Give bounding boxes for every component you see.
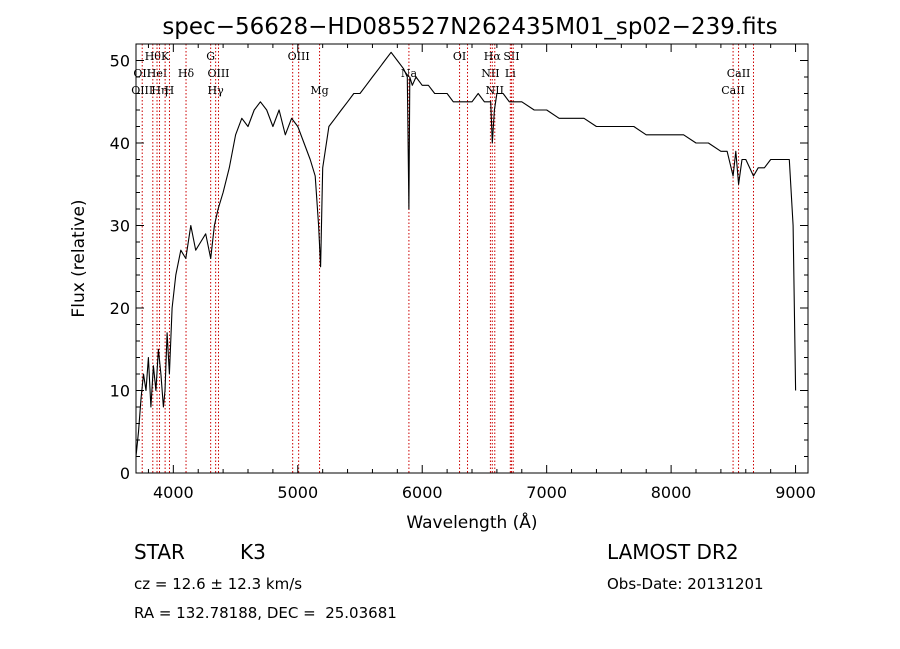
y-tick-label: 0 — [120, 464, 130, 483]
spectral-line-label: NII — [481, 67, 499, 80]
object-subclass: K3 — [240, 540, 266, 564]
spectral-line-label: G — [206, 50, 215, 63]
y-tick-label: 40 — [110, 134, 130, 153]
y-tick-label: 10 — [110, 382, 130, 401]
y-tick-label: 30 — [110, 217, 130, 236]
spectral-line-label: CaII — [727, 67, 751, 80]
spectrum-series — [135, 51, 797, 457]
spectral-line-label: HeI — [147, 67, 167, 80]
x-tick-label: 6000 — [402, 483, 443, 502]
observation-date: Obs-Date: 20131201 — [607, 575, 764, 593]
x-tick-label: 7000 — [526, 483, 567, 502]
chart-title: spec−56628−HD085527N262435M01_sp02−239.f… — [162, 14, 777, 40]
spectral-line-label: Hγ — [208, 84, 225, 97]
plot-frame — [135, 43, 809, 474]
spectral-line-label: K — [161, 50, 170, 63]
spectrum-line — [135, 51, 797, 457]
y-axis-ticks: 0 10 20 30 40 50 — [110, 52, 808, 483]
x-axis-ticks: 4000 5000 6000 7000 8000 9000 — [147, 44, 816, 502]
x-tick-label: 8000 — [651, 483, 692, 502]
spectral-line-label: Li — [505, 67, 516, 80]
spectral-line-label: NII — [486, 84, 504, 97]
spectral-line-label: Hδ — [178, 67, 195, 80]
spectral-line-label: OIII — [131, 84, 153, 97]
redshift-velocity: cz = 12.6 ± 12.3 km/s — [134, 575, 303, 593]
y-tick-label: 20 — [110, 299, 130, 318]
spectral-line-label: Hθ — [145, 50, 162, 63]
y-tick-label: 50 — [110, 52, 130, 71]
x-tick-label: 9000 — [775, 483, 816, 502]
spectral-line-label: Mg — [310, 84, 328, 97]
y-axis-label: Flux (relative) — [69, 199, 89, 317]
spectral-line-label: H — [165, 84, 175, 97]
x-tick-label: 5000 — [277, 483, 318, 502]
survey-name: LAMOST DR2 — [607, 540, 739, 564]
x-axis-label: Wavelength (Å) — [406, 511, 537, 533]
spectral-line-label: OIII — [207, 67, 229, 80]
spectral-line-label: OI — [453, 50, 466, 63]
spectral-line-label: Hη — [151, 84, 167, 97]
spectral-line-label: Na — [401, 67, 418, 80]
object-class: STAR — [134, 540, 185, 564]
spectral-line-label: SII — [503, 50, 519, 63]
x-tick-label: 4000 — [153, 483, 194, 502]
spectral-line-label: OIII — [288, 50, 310, 63]
spectral-line-markers: OIIOIIIHθHeIHηKHHδGHγOIIIOIIIMgNaOINIIHα… — [131, 44, 754, 473]
spectral-line-label: CaII — [721, 84, 745, 97]
spectral-line-label: Hα — [484, 50, 502, 63]
coordinates: RA = 132.78188, DEC = 25.03681 — [134, 604, 397, 622]
